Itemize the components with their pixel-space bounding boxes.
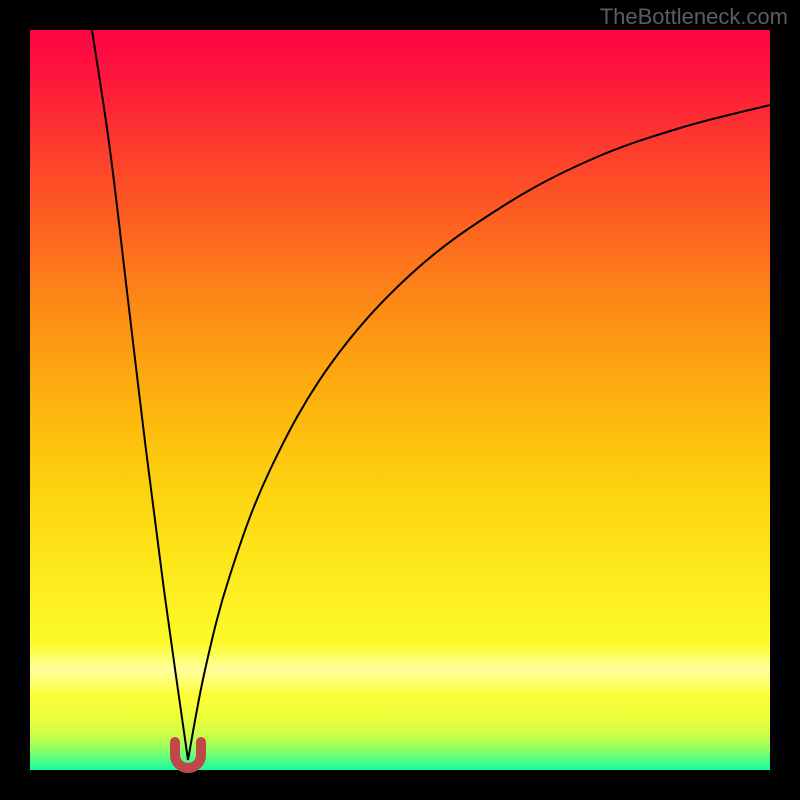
watermark-text: TheBottleneck.com bbox=[600, 4, 788, 30]
cusp-path bbox=[175, 742, 201, 768]
canvas: TheBottleneck.com bbox=[0, 0, 800, 800]
curve-path bbox=[92, 30, 770, 760]
plot-area bbox=[30, 30, 770, 770]
bottleneck-curve bbox=[30, 30, 770, 770]
cusp-marker bbox=[165, 732, 211, 778]
